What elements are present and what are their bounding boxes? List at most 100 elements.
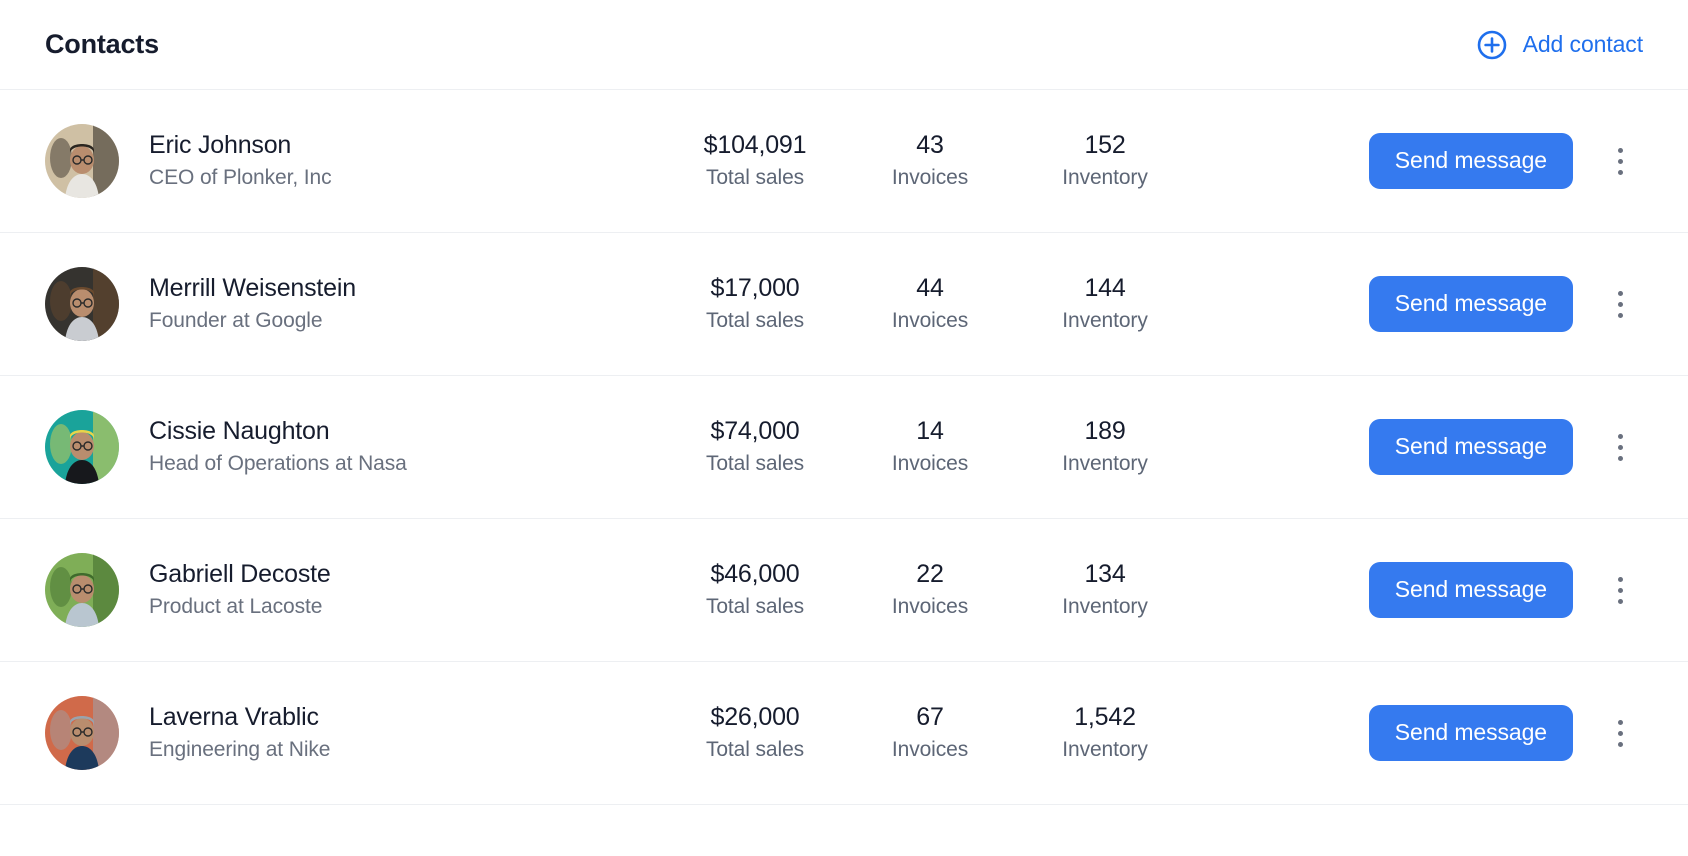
contact-name: Merrill Weisenstein	[149, 274, 356, 303]
inventory-value: 144	[1084, 273, 1126, 302]
kebab-dot	[1617, 312, 1623, 318]
add-contact-button[interactable]: Add contact	[1477, 30, 1643, 60]
plus-circle-icon	[1477, 30, 1507, 60]
total-sales-label: Total sales	[705, 738, 805, 762]
invoices-value: 43	[916, 130, 944, 159]
table-row-5[interactable]: Laverna Vrablic Engineering at Nike $26,…	[0, 662, 1688, 805]
avatar-gabriell-decoste	[45, 553, 119, 627]
kebab-dot	[1617, 433, 1623, 439]
identity-text: Cissie Naughton Head of Operations at Na…	[149, 418, 407, 476]
avatar-laverna-vrablic	[45, 696, 119, 770]
stat-invoices: 43 Invoices	[845, 130, 1015, 191]
total-sales-label: Total sales	[705, 309, 805, 333]
invoices-value: 44	[916, 273, 944, 302]
identity-text: Gabriell Decoste Product at Lacoste	[149, 561, 331, 619]
invoices-label: Invoices	[891, 452, 969, 476]
kebab-menu-icon[interactable]	[1603, 425, 1637, 469]
kebab-dot	[1617, 147, 1623, 153]
stat-total-sales: $74,000 Total sales	[665, 417, 845, 477]
stat-inventory: 134 Inventory	[1015, 559, 1195, 620]
kebab-menu-icon[interactable]	[1603, 711, 1637, 755]
kebab-dot	[1617, 158, 1623, 164]
page-title: Contacts	[45, 29, 159, 59]
row-actions: Send message	[1368, 276, 1643, 332]
stat-total-sales: $104,091 Total sales	[665, 130, 845, 191]
total-sales-label: Total sales	[705, 166, 805, 190]
kebab-dot	[1617, 719, 1623, 725]
identity-text: Merrill Weisenstein Founder at Google	[149, 275, 356, 333]
kebab-dot	[1617, 290, 1623, 296]
table-row-2[interactable]: Merrill Weisenstein Founder at Google $1…	[0, 233, 1688, 376]
stat-total-sales: $26,000 Total sales	[665, 702, 845, 763]
table-row-4[interactable]: Gabriell Decoste Product at Lacoste $46,…	[0, 519, 1688, 662]
total-sales-value: $46,000	[710, 559, 800, 588]
invoices-value: 67	[916, 702, 944, 731]
stat-inventory: 1,542 Inventory	[1015, 702, 1195, 763]
invoices-value: 22	[916, 559, 944, 588]
table-row-3[interactable]: Cissie Naughton Head of Operations at Na…	[0, 376, 1688, 519]
kebab-menu-icon[interactable]	[1603, 282, 1637, 326]
avatar-eric-johnson	[45, 124, 119, 198]
send-message-button[interactable]: Send message	[1368, 276, 1573, 332]
contact-identity: Gabriell Decoste Product at Lacoste	[45, 553, 665, 627]
invoices-label: Invoices	[891, 738, 969, 762]
inventory-value: 189	[1084, 416, 1126, 445]
contact-name: Cissie Naughton	[149, 417, 330, 446]
contact-name: Laverna Vrablic	[149, 703, 319, 732]
contact-identity: Eric Johnson CEO of Plonker, Inc	[45, 124, 665, 198]
stat-total-sales: $17,000 Total sales	[665, 273, 845, 334]
contact-role: Product at Lacoste	[149, 594, 323, 618]
stat-invoices: 44 Invoices	[845, 273, 1015, 334]
kebab-dot	[1617, 455, 1623, 461]
invoices-label: Invoices	[891, 595, 969, 619]
row-actions: Send message	[1368, 705, 1643, 761]
inventory-value: 134	[1084, 559, 1126, 588]
avatar-merrill-weisenstein	[45, 267, 119, 341]
row-actions: Send message	[1368, 562, 1643, 618]
total-sales-value: $104,091	[703, 130, 807, 159]
inventory-value: 152	[1084, 130, 1126, 159]
stat-total-sales: $46,000 Total sales	[665, 559, 845, 620]
contact-role: Engineering at Nike	[149, 737, 331, 761]
stat-inventory: 152 Inventory	[1015, 130, 1195, 191]
identity-text: Eric Johnson CEO of Plonker, Inc	[149, 132, 332, 190]
contact-name: Eric Johnson	[149, 131, 292, 160]
kebab-menu-icon[interactable]	[1603, 568, 1637, 612]
total-sales-value: $17,000	[710, 273, 800, 302]
inventory-label: Inventory	[1062, 166, 1148, 190]
send-message-button[interactable]: Send message	[1368, 705, 1573, 761]
card-header: Contacts Add contact	[0, 0, 1688, 90]
identity-text: Laverna Vrablic Engineering at Nike	[149, 704, 330, 762]
kebab-dot	[1617, 741, 1623, 747]
send-message-button[interactable]: Send message	[1368, 562, 1573, 618]
total-sales-label: Total sales	[705, 452, 805, 476]
inventory-label: Inventory	[1062, 309, 1148, 333]
invoices-label: Invoices	[891, 166, 969, 190]
add-contact-label: Add contact	[1522, 31, 1643, 57]
stat-inventory: 189 Inventory	[1015, 416, 1195, 477]
contact-identity: Merrill Weisenstein Founder at Google	[45, 267, 665, 341]
stat-invoices: 67 Invoices	[845, 702, 1015, 763]
inventory-value: 1,542	[1074, 702, 1136, 731]
inventory-label: Inventory	[1062, 595, 1148, 619]
send-message-button[interactable]: Send message	[1368, 419, 1573, 475]
kebab-dot	[1617, 169, 1623, 175]
stat-invoices: 22 Invoices	[845, 559, 1015, 620]
kebab-menu-icon[interactable]	[1603, 139, 1637, 183]
row-actions: Send message	[1368, 133, 1643, 189]
kebab-dot	[1617, 576, 1623, 582]
total-sales-value: $26,000	[710, 702, 800, 731]
inventory-label: Inventory	[1062, 452, 1148, 476]
table-row-1[interactable]: Eric Johnson CEO of Plonker, Inc $104,09…	[0, 90, 1688, 233]
contact-identity: Cissie Naughton Head of Operations at Na…	[45, 410, 665, 484]
contact-role: CEO of Plonker, Inc	[149, 165, 332, 189]
contact-role: Founder at Google	[149, 308, 323, 332]
kebab-dot	[1617, 598, 1623, 604]
contact-role: Head of Operations at Nasa	[149, 451, 407, 475]
inventory-label: Inventory	[1062, 738, 1148, 762]
contact-identity: Laverna Vrablic Engineering at Nike	[45, 696, 665, 770]
send-message-button[interactable]: Send message	[1368, 133, 1573, 189]
stat-inventory: 144 Inventory	[1015, 273, 1195, 334]
kebab-dot	[1617, 587, 1623, 593]
